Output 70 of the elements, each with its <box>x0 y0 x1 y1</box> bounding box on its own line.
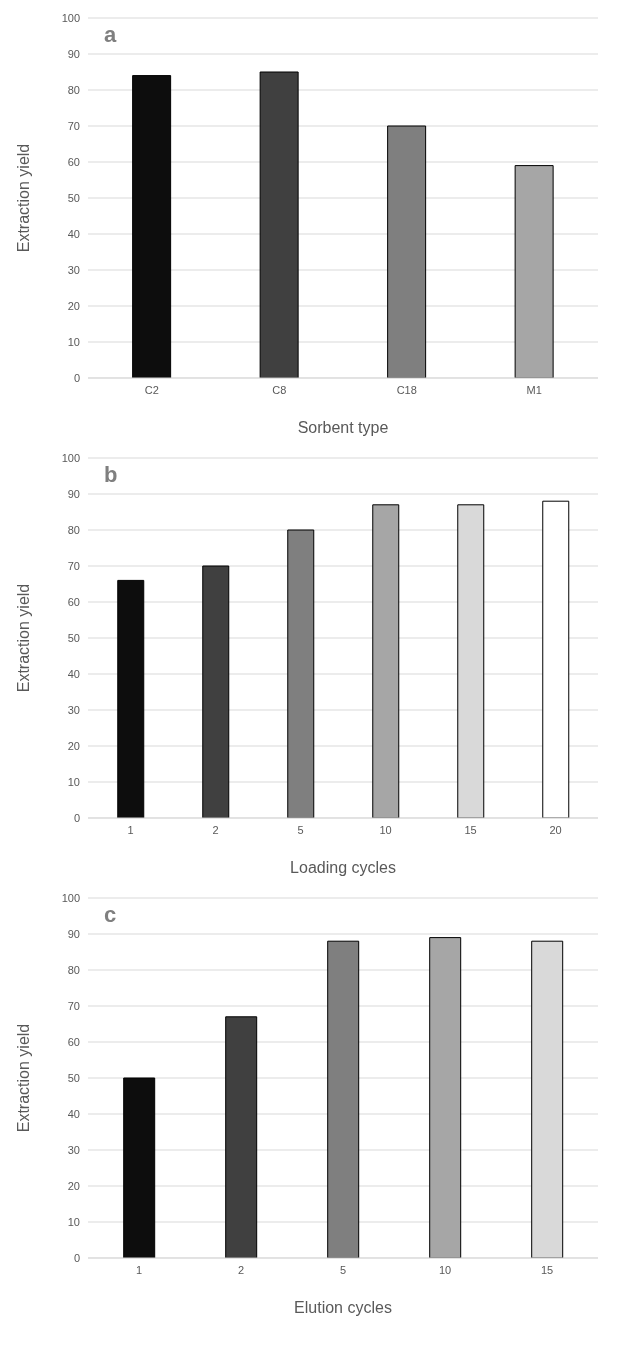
y-tick-label: 0 <box>73 811 80 824</box>
bar <box>117 579 145 818</box>
y-tick-label: 40 <box>67 227 80 240</box>
y-tick-label: 90 <box>67 47 80 60</box>
y-axis-title: Extraction yield <box>14 583 32 693</box>
bar <box>387 125 427 378</box>
x-axis-title: Loading cycles <box>290 859 396 876</box>
bar <box>542 500 570 818</box>
x-tick-label: C18 <box>396 383 417 396</box>
y-tick-label: 100 <box>61 891 80 904</box>
y-tick-label: 10 <box>67 335 80 348</box>
y-tick-label: 50 <box>67 191 80 204</box>
x-tick-label: 15 <box>464 823 477 836</box>
bar <box>225 1016 258 1258</box>
y-tick-label: 10 <box>67 775 80 788</box>
y-tick-label: 80 <box>67 963 80 976</box>
y-tick-label: 70 <box>67 119 80 132</box>
y-tick-label: 0 <box>73 371 80 384</box>
y-tick-label: 30 <box>67 1143 80 1156</box>
x-tick-label: 20 <box>549 823 562 836</box>
y-axis-title: Extraction yield <box>14 143 32 253</box>
x-tick-label: 5 <box>297 823 304 836</box>
annotation: b <box>100 462 122 488</box>
bar <box>372 504 400 818</box>
x-tick-label: 1 <box>135 1263 143 1276</box>
y-tick-label: 80 <box>67 523 80 536</box>
y-tick-label: 0 <box>73 1251 80 1264</box>
x-axis-title: Elution cycles <box>294 1299 392 1316</box>
bar <box>132 75 172 378</box>
x-tick-label: 1 <box>127 823 134 836</box>
y-tick-label: 100 <box>61 451 80 464</box>
x-tick-label: 10 <box>379 823 392 836</box>
x-tick-label: 10 <box>438 1263 452 1276</box>
x-tick-label: 2 <box>237 1263 245 1276</box>
y-tick-label: 30 <box>67 703 80 716</box>
y-tick-label: 90 <box>67 927 80 940</box>
x-tick-label: 2 <box>212 823 219 836</box>
x-tick-label: 15 <box>540 1263 554 1276</box>
y-tick-label: 70 <box>67 559 80 572</box>
y-tick-label: 60 <box>67 595 80 608</box>
bar <box>327 940 360 1258</box>
y-tick-label: 30 <box>67 263 80 276</box>
x-axis-title: Sorbent type <box>297 419 389 436</box>
bar <box>514 165 554 378</box>
y-tick-label: 20 <box>67 299 80 312</box>
annotation: a <box>100 22 121 48</box>
bar <box>123 1077 156 1258</box>
y-tick-label: 40 <box>67 1107 80 1120</box>
y-tick-label: 50 <box>67 631 80 644</box>
y-axis-title: Extraction yield <box>14 1023 32 1133</box>
x-tick-label: C2 <box>144 383 159 396</box>
y-tick-label: 90 <box>67 487 80 500</box>
y-tick-label: 50 <box>67 1071 80 1084</box>
y-tick-label: 60 <box>67 1035 80 1048</box>
bar <box>259 71 299 378</box>
bar <box>429 937 462 1258</box>
bar <box>287 529 315 818</box>
y-tick-label: 70 <box>67 999 80 1012</box>
y-tick-label: 80 <box>67 83 80 96</box>
y-tick-label: 20 <box>67 1179 80 1192</box>
y-tick-label: 60 <box>67 155 80 168</box>
bar <box>202 565 230 818</box>
y-tick-label: 40 <box>67 667 80 680</box>
y-tick-label: 20 <box>67 739 80 752</box>
y-tick-label: 100 <box>61 11 80 24</box>
annotation: c <box>100 902 121 928</box>
x-tick-label: M1 <box>526 383 542 396</box>
x-tick-label: C8 <box>272 383 287 396</box>
x-tick-label: 5 <box>339 1263 347 1276</box>
y-tick-label: 10 <box>67 1215 80 1228</box>
